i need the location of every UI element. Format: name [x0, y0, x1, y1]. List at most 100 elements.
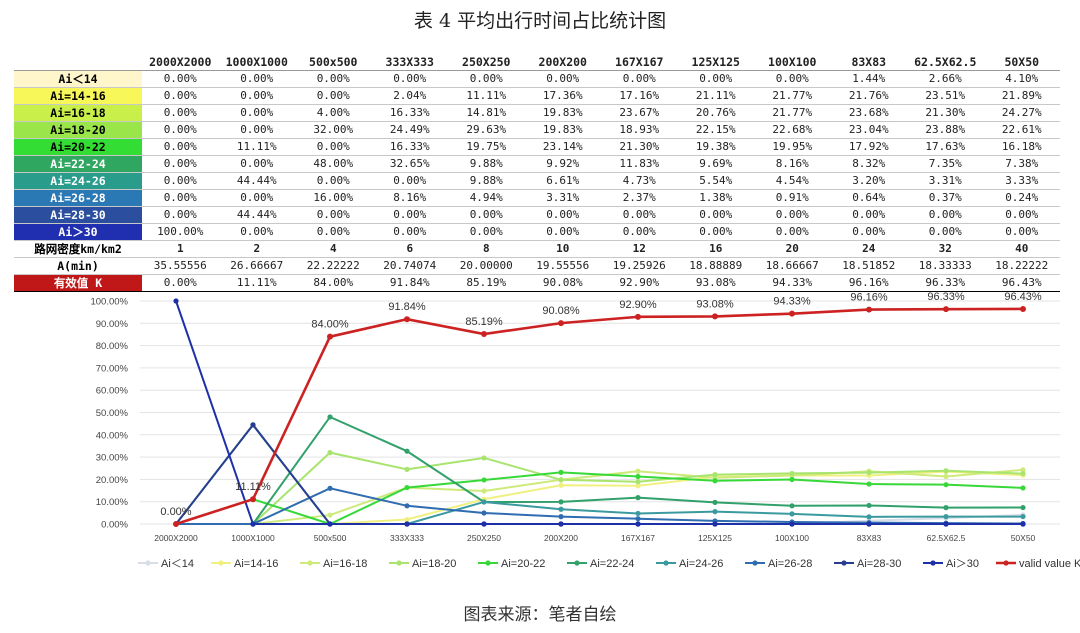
series-line: [176, 451, 1024, 525]
table-cell: 6: [371, 240, 448, 258]
k-data-label: 91.84%: [388, 301, 426, 313]
x-tick-label: 200X200: [544, 533, 578, 543]
column-header: 167X167: [601, 54, 678, 71]
table-cell: 20: [754, 240, 831, 258]
table-cell: 9.88%: [448, 155, 525, 173]
table-cell: 26.66667: [218, 257, 295, 275]
k-data-label: 96.33%: [927, 291, 965, 303]
table-cell: 0.00%: [371, 206, 448, 224]
table-cell: 0.24%: [983, 189, 1060, 207]
table-cell: 0.00%: [295, 70, 372, 88]
data-point: [327, 521, 333, 527]
data-point: [404, 316, 410, 323]
data-point: [789, 310, 795, 317]
table-cell: 96.43%: [983, 274, 1060, 292]
table-cell: 20.00000: [448, 257, 525, 275]
table-cell: 18.66667: [754, 257, 831, 275]
table-cell: 17.63%: [907, 138, 984, 156]
data-point: [250, 521, 256, 527]
table-cell: 11.11%: [218, 138, 295, 156]
column-header: 83X83: [830, 54, 907, 71]
table-cell: 9.92%: [524, 155, 601, 173]
x-tick-label: 167X167: [621, 533, 655, 543]
table-cell: 17.16%: [601, 87, 678, 105]
table-cell: 21.11%: [677, 87, 754, 105]
table-cell: 23.04%: [830, 121, 907, 139]
table-cell: 100.00%: [142, 223, 219, 241]
legend-label: Ai=14-16: [234, 558, 278, 570]
x-tick-label: 1000X1000: [231, 533, 275, 543]
table-cell: 0.00%: [983, 206, 1060, 224]
x-tick-label: 62.5X62.5: [927, 533, 966, 543]
table-cell: 0.00%: [295, 138, 372, 156]
data-point: [404, 503, 410, 509]
legend-marker: [841, 560, 847, 566]
x-tick-label: 2000X2000: [154, 533, 198, 543]
data-point: [712, 521, 718, 527]
legend-label: Ai=24-26: [679, 558, 723, 570]
table-cell: 2: [218, 240, 295, 258]
series-line: [175, 471, 1024, 526]
k-data-labels: 0.00% 11.11% 84.00% 91.84% 85.19% 90.08% 92.90…: [160, 291, 1041, 518]
table-cell: 0.37%: [907, 189, 984, 207]
data-point: [866, 514, 872, 520]
table-cell: 11.11%: [218, 274, 295, 292]
x-tick-label: 125X125: [698, 533, 732, 543]
table-cell: 0.91%: [754, 189, 831, 207]
table-row: Ai=24-26 0.00% 44.44% 0.00% 0.00% 9.88% 6.61% 4…: [14, 172, 1060, 190]
table-row: Ai=22-24 0.00% 0.00% 48.00% 32.65% 9.88% 9.92%…: [14, 155, 1060, 173]
k-data-label: 85.19%: [465, 316, 503, 328]
table-cell: 0.00%: [142, 172, 219, 190]
table-cell: 91.84%: [371, 274, 448, 292]
k-data-label: 96.16%: [850, 292, 888, 304]
table-cell: 21.30%: [601, 138, 678, 156]
legend-label: Ai=26-28: [768, 558, 812, 570]
table-cell: 16.00%: [295, 189, 372, 207]
table-cell: 4.73%: [601, 172, 678, 190]
data-point: [1020, 513, 1026, 520]
data-point: [866, 502, 872, 509]
data-point: [558, 506, 564, 512]
data-point: [250, 496, 256, 503]
table-row: 有效值 K 0.00% 11.11% 84.00% 91.84% 85.19% 90.08%…: [14, 274, 1060, 292]
x-tick-label: 500x500: [314, 533, 347, 543]
table-cell: 1: [142, 240, 219, 258]
data-point: [558, 482, 564, 488]
table-cell: 17.92%: [830, 138, 907, 156]
data-point: [789, 470, 795, 477]
table-cell: 19.83%: [524, 104, 601, 122]
data-point: [635, 313, 641, 320]
table-cell: 3.20%: [830, 172, 907, 190]
data-point: [481, 510, 487, 516]
data-point: [635, 473, 641, 480]
table-cell: 94.33%: [754, 274, 831, 292]
data-point: [404, 516, 410, 523]
table-row: Ai＞30 100.00% 0.00% 0.00% 0.00% 0.00% 0.00% 0.0…: [14, 223, 1060, 241]
table-cell: 22.22222: [295, 257, 372, 275]
table-cell: 20.76%: [677, 104, 754, 122]
data-point: [712, 499, 718, 505]
table-cell: 0.64%: [830, 189, 907, 207]
table-cell: 0.00%: [830, 223, 907, 241]
y-tick-label: 10.00%: [96, 497, 129, 508]
table-cell: 0.00%: [830, 206, 907, 224]
table-cell: 0.00%: [677, 206, 754, 224]
data-point: [558, 477, 564, 483]
table-cell: 0.00%: [371, 172, 448, 190]
table-cell: 1.44%: [830, 70, 907, 88]
table-cell: 23.88%: [907, 121, 984, 139]
table-cell: 2.04%: [371, 87, 448, 105]
data-point: [635, 483, 641, 489]
legend-marker: [930, 560, 936, 566]
legend-label: Ai＞30: [946, 558, 979, 570]
data-point: [404, 466, 410, 472]
table-cell: 32: [907, 240, 984, 258]
k-data-label: 11.11%: [235, 481, 271, 493]
table-cell: 8.32%: [830, 155, 907, 173]
table-cell: 7.38%: [983, 155, 1060, 173]
table-cell: 4.54%: [754, 172, 831, 190]
legend-marker: [663, 560, 669, 566]
table-cell: 23.14%: [524, 138, 601, 156]
table-cell: 0.00%: [371, 223, 448, 241]
table-cell: 11.11%: [448, 87, 525, 105]
